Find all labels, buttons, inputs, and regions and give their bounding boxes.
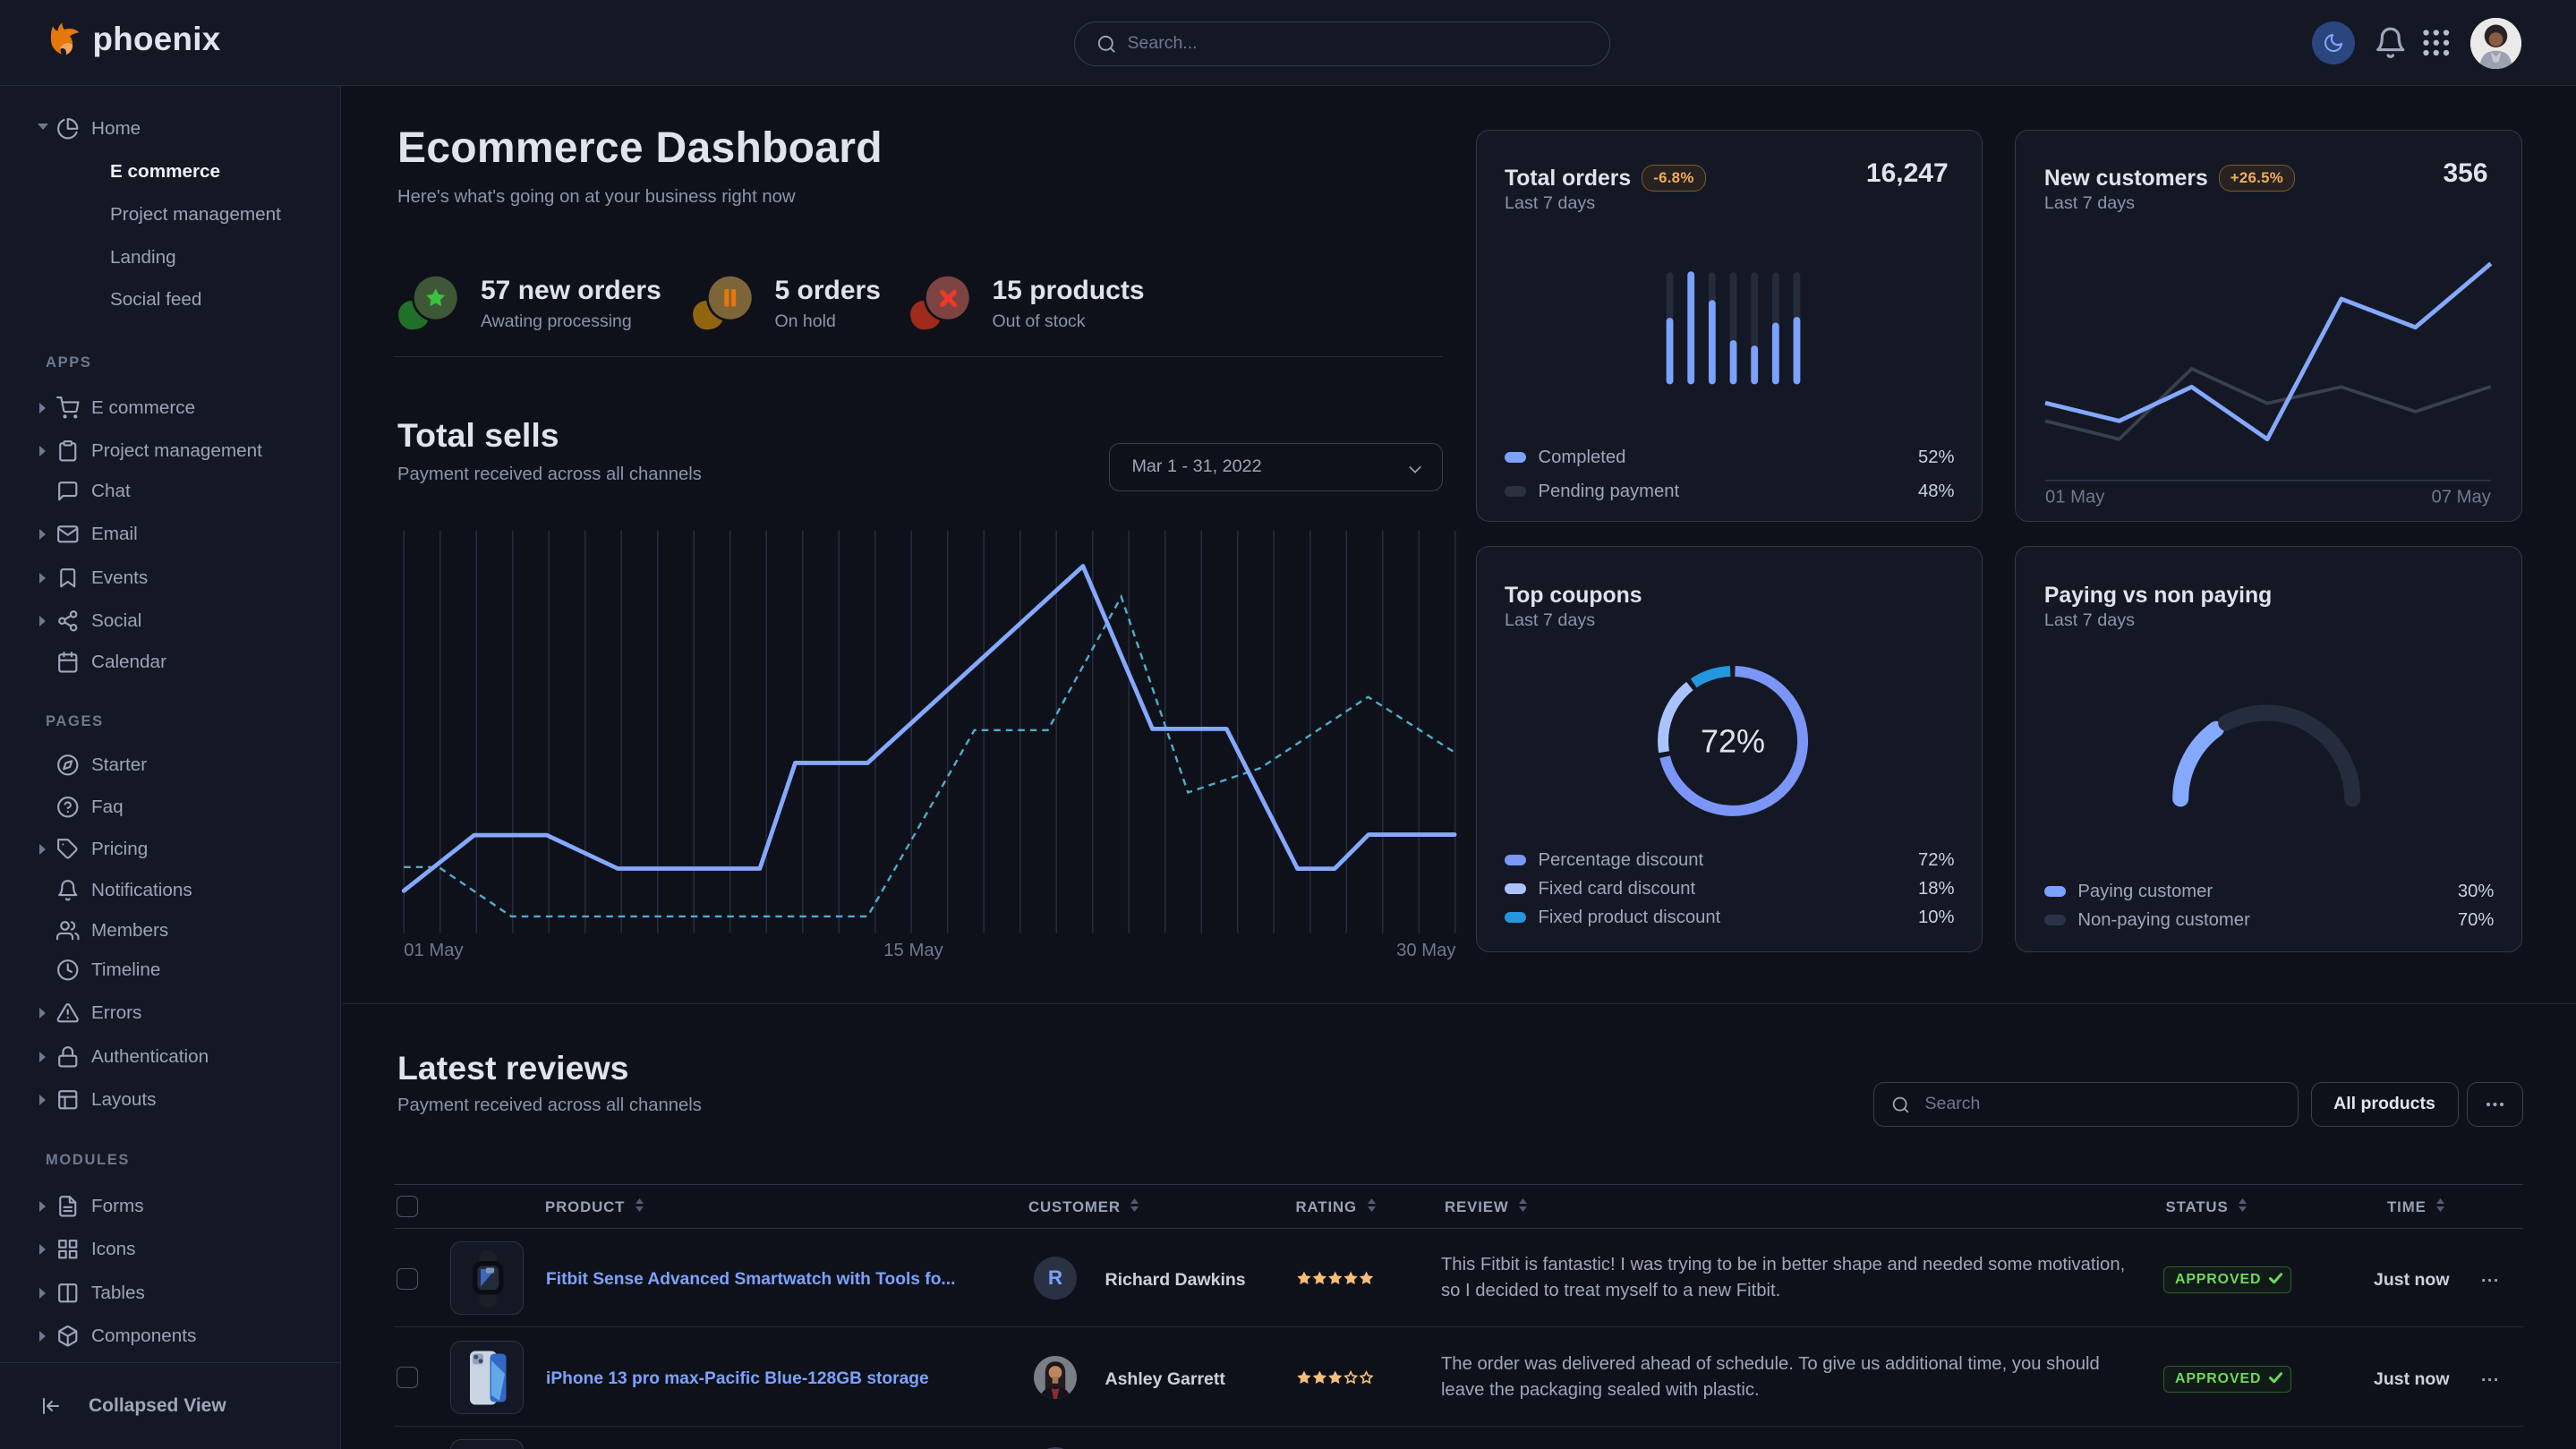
svg-text:01 May: 01 May xyxy=(404,941,464,960)
svg-text:30 May: 30 May xyxy=(1396,941,1456,960)
svg-text:01 May: 01 May xyxy=(2045,487,2105,507)
svg-text:15 May: 15 May xyxy=(883,941,943,960)
svg-text:07 May: 07 May xyxy=(2432,487,2492,507)
svg-text:72%: 72% xyxy=(1701,723,1765,760)
